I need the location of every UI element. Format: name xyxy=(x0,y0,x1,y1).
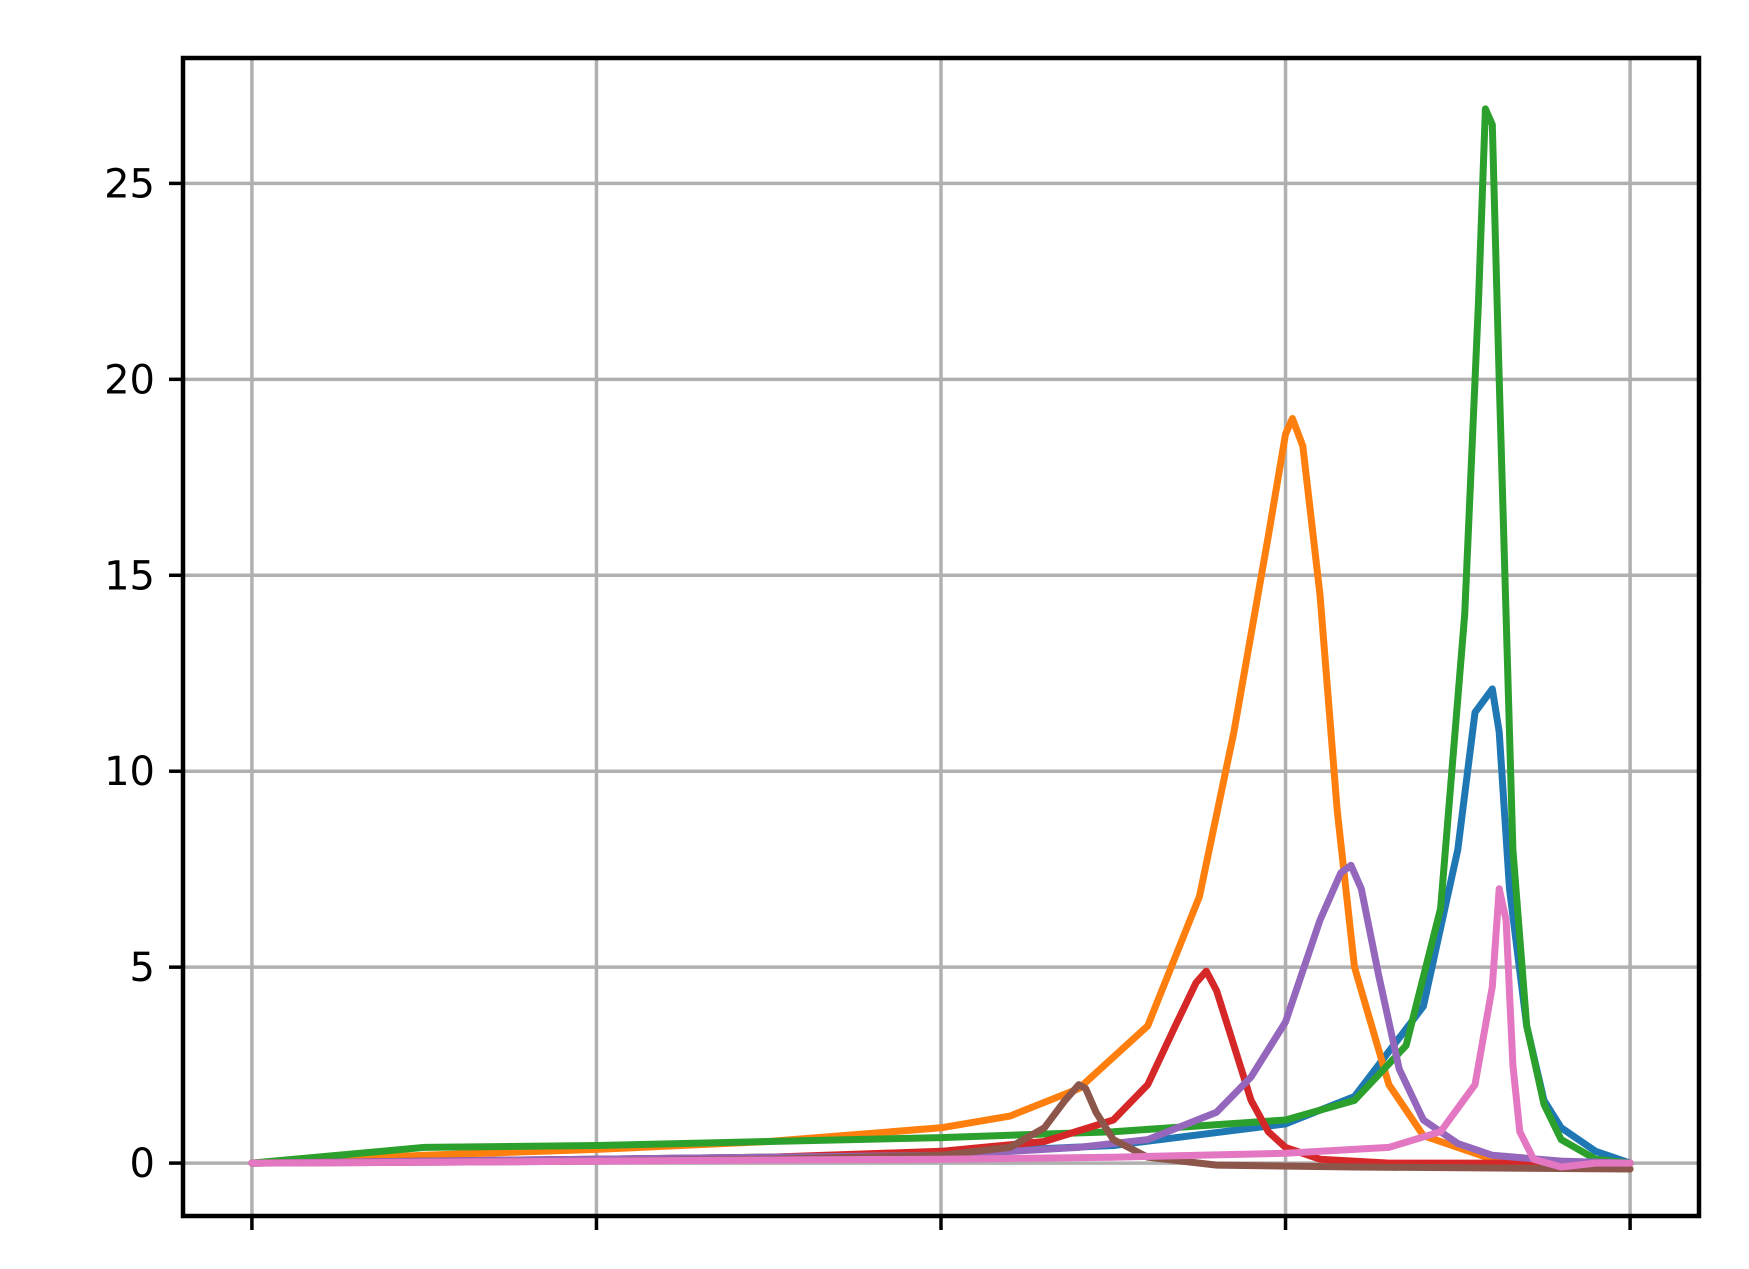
y-tick-label: 10 xyxy=(104,749,155,795)
y-tick-label: 15 xyxy=(104,553,155,599)
y-tick-label: 0 xyxy=(130,1141,155,1187)
axis-ticks: 0 5 10 15 20 25 xyxy=(104,161,1632,1230)
series-lines xyxy=(248,105,1634,1173)
y-tick-label: 20 xyxy=(104,357,155,403)
series-line-7 xyxy=(248,885,1634,1171)
series-line-2 xyxy=(248,415,1634,1167)
y-tick-label: 25 xyxy=(104,161,155,207)
series-line-3 xyxy=(248,105,1634,1167)
y-tick-label: 5 xyxy=(130,945,155,991)
